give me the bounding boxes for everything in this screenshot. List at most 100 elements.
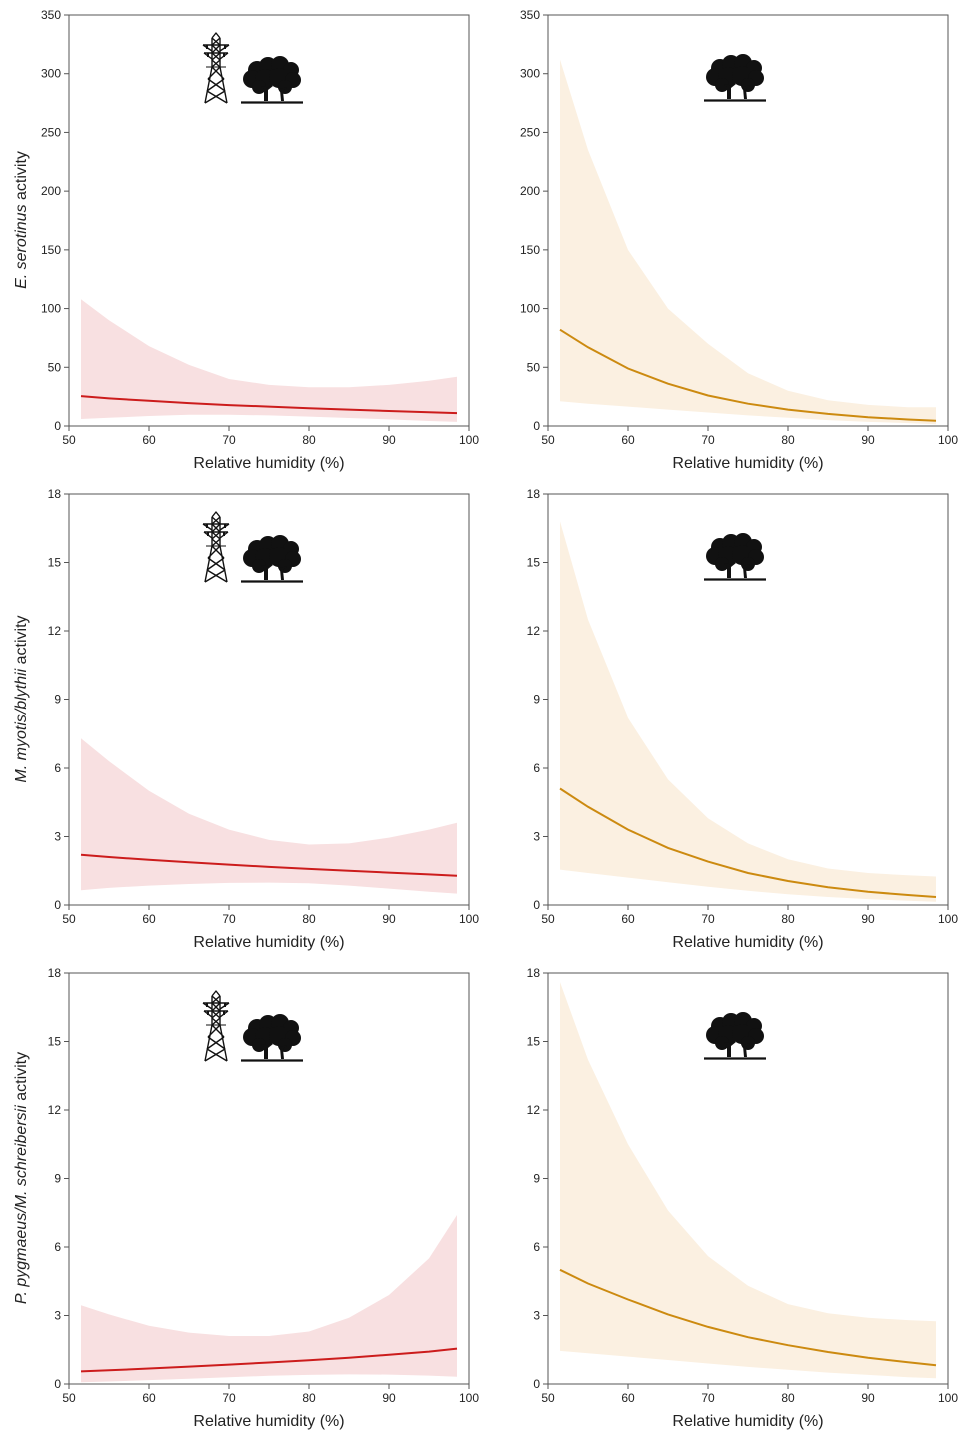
- x-tick-label: 50: [541, 912, 555, 926]
- y-tick-label: 250: [41, 125, 61, 139]
- y-tick-label: 3: [533, 1309, 540, 1323]
- y-tick-label: 3: [54, 830, 61, 844]
- x-tick-label: 100: [938, 433, 958, 447]
- x-tick-label: 80: [302, 912, 316, 926]
- x-axis-title: Relative humidity (%): [672, 934, 823, 951]
- x-tick-label: 80: [781, 1391, 795, 1405]
- y-tick-label: 0: [54, 898, 61, 912]
- x-tick-label: 60: [142, 433, 156, 447]
- y-tick-label: 0: [533, 898, 540, 912]
- y-tick-label: 50: [48, 360, 62, 374]
- tree-icon: [239, 533, 305, 583]
- y-tick-label: 350: [520, 8, 540, 22]
- x-axis-title: Relative humidity (%): [193, 934, 344, 951]
- y-tick-label: 6: [533, 761, 540, 775]
- x-axis-title: Relative humidity (%): [193, 1413, 344, 1430]
- fitted-line: [80, 853, 458, 877]
- confidence-band: [560, 521, 936, 902]
- y-axis-title-row-3: P. pygmaeus/M. schreibersii activity: [13, 1052, 30, 1304]
- y-tick-label: 12: [527, 1103, 541, 1117]
- y-tick-label: 12: [48, 1103, 62, 1117]
- confidence-band: [81, 299, 457, 422]
- y-tick-label: 9: [54, 693, 61, 707]
- x-tick-label: 50: [541, 1391, 555, 1405]
- y-tick-label: 18: [527, 487, 541, 501]
- x-tick-label: 60: [142, 1391, 156, 1405]
- y-tick-label: 100: [520, 302, 540, 316]
- electricity-pylon-icon: [202, 990, 230, 1062]
- x-axis-title: Relative humidity (%): [672, 455, 823, 472]
- x-tick-label: 70: [701, 433, 715, 447]
- y-tick-label: 200: [520, 184, 540, 198]
- chart-panels: 50 60 70 80 90 100050100150200250300350Relati…: [41, 8, 958, 1430]
- confidence-band: [81, 738, 457, 894]
- tree-icon: [239, 1012, 305, 1062]
- y-tick-label: 9: [533, 1172, 540, 1186]
- x-tick-label: 100: [459, 912, 479, 926]
- x-tick-label: 80: [781, 912, 795, 926]
- chart-panel-4: 50 60 70 80 90 100 0 3 6 9 12 15 18 Relative humidity…: [527, 487, 959, 951]
- confidence-band: [560, 982, 936, 1379]
- x-tick-label: 100: [459, 1391, 479, 1405]
- x-tick-label: 100: [938, 1391, 958, 1405]
- y-tick-label: 18: [48, 487, 62, 501]
- x-tick-label: 100: [938, 912, 958, 926]
- y-tick-label: 9: [533, 693, 540, 707]
- chart-panel-2: 50 60 70 80 90 100050100150200250300350Relati…: [520, 8, 958, 472]
- y-tick-label: 300: [520, 67, 540, 81]
- y-tick-label: 15: [48, 1035, 62, 1049]
- plot-frame: [68, 14, 470, 427]
- x-axis-title: Relative humidity (%): [193, 455, 344, 472]
- y-tick-label: 0: [54, 1377, 61, 1391]
- x-tick-label: 70: [701, 1391, 715, 1405]
- chart-panel-6: 50 60 70 80 90 100 0 3 6 9 12 15 18 Relative humidity…: [527, 966, 959, 1430]
- x-tick-label: 100: [459, 433, 479, 447]
- y-tick-label: 100: [41, 302, 61, 316]
- x-tick-label: 50: [541, 433, 555, 447]
- y-tick-label: 0: [533, 419, 540, 433]
- y-tick-label: 18: [48, 966, 62, 980]
- y-tick-label: 200: [41, 184, 61, 198]
- fitted-line: [559, 1268, 937, 1367]
- x-tick-label: 70: [222, 912, 236, 926]
- x-tick-label: 80: [302, 1391, 316, 1405]
- y-axis-title-row-1: E. serotinus activity: [13, 151, 30, 289]
- electricity-pylon-icon: [202, 32, 230, 104]
- y-tick-label: 3: [54, 1309, 61, 1323]
- tree-icon: [702, 1010, 768, 1060]
- x-tick-label: 50: [62, 1391, 76, 1405]
- y-tick-label: 150: [41, 243, 61, 257]
- y-tick-label: 9: [54, 1172, 61, 1186]
- chart-panel-5: 50 60 70 80 90 100 0 3 6 9 12 15 18 Relative humidity…: [48, 966, 480, 1430]
- y-tick-label: 0: [54, 419, 61, 433]
- y-tick-label: 0: [533, 1377, 540, 1391]
- chart-panel-3: 50 60 70 80 90 100 0 3 6 9 12 15 18 Relative humidity…: [48, 487, 480, 951]
- y-tick-label: 15: [527, 1035, 541, 1049]
- plot-frame: [547, 14, 949, 427]
- confidence-band: [81, 1215, 457, 1383]
- y-tick-label: 6: [54, 1240, 61, 1254]
- y-tick-label: 6: [533, 1240, 540, 1254]
- tree-icon: [239, 54, 305, 104]
- y-axis-title-row-2: M. myotis/blythii activity: [13, 615, 30, 782]
- y-tick-label: 300: [41, 67, 61, 81]
- x-tick-label: 90: [382, 1391, 396, 1405]
- x-tick-label: 90: [861, 433, 875, 447]
- y-tick-label: 15: [48, 556, 62, 570]
- x-tick-label: 60: [621, 912, 635, 926]
- x-tick-label: 60: [142, 912, 156, 926]
- fitted-line: [80, 395, 458, 415]
- y-tick-label: 12: [48, 624, 62, 638]
- x-tick-label: 80: [781, 433, 795, 447]
- y-tick-label: 15: [527, 556, 541, 570]
- x-tick-label: 50: [62, 912, 76, 926]
- x-tick-label: 90: [382, 912, 396, 926]
- x-tick-label: 90: [382, 433, 396, 447]
- y-tick-label: 12: [527, 624, 541, 638]
- tree-icon: [702, 52, 768, 102]
- fitted-line: [80, 1347, 458, 1373]
- x-tick-label: 70: [701, 912, 715, 926]
- fitted-line: [559, 787, 937, 898]
- y-tick-label: 18: [527, 966, 541, 980]
